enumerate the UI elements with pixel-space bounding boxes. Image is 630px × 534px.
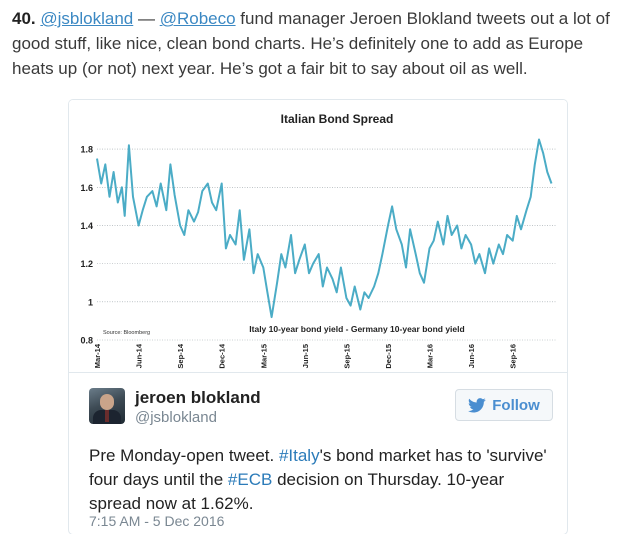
x-tick-label: Sep-15 (342, 344, 351, 369)
tweet-text-part: Pre Monday-open tweet. (89, 446, 279, 465)
chart-source: Source: Bloomberg (103, 330, 150, 336)
y-tick-label: 1 (88, 297, 93, 307)
intro-text: fund manager Jeroen Blokland tweets out … (12, 9, 610, 78)
x-tick-label: Dec-15 (384, 344, 393, 369)
divider (69, 372, 567, 373)
tweet-text-part: decision on Thursday. 10-year spread now… (89, 470, 505, 513)
bond-spread-chart: Italian Bond Spread 0.8 1 1.2 1.4 1.6 1.8 Mar-1… (80, 112, 557, 369)
x-tick-label: Mar-16 (426, 344, 435, 368)
author-name[interactable]: jeroen blokland (135, 388, 261, 407)
follow-button[interactable]: Follow (455, 389, 553, 421)
x-tick-label: Sep-14 (176, 343, 185, 368)
x-tick-label: Dec-14 (218, 343, 227, 368)
avatar[interactable] (89, 388, 125, 424)
x-tick-label: Sep-16 (509, 344, 518, 369)
y-tick-label: 1.4 (80, 221, 93, 231)
series-label: Italy 10-year bond yield - Germany 10-ye… (249, 324, 464, 334)
x-tick-label: Mar-15 (259, 344, 268, 368)
embedded-tweet: Italian Bond Spread 0.8 1 1.2 1.4 1.6 1.8 Mar-1… (68, 99, 568, 534)
y-tick-label: 1.6 (80, 183, 93, 193)
series-line (96, 138, 553, 319)
author-handle[interactable]: @jsblokland (135, 409, 217, 426)
x-tick-label: Jun-15 (301, 344, 310, 368)
y-tick-label: 0.8 (80, 336, 93, 346)
x-tick-label: Jun-16 (467, 344, 476, 368)
y-tick-label: 1.2 (80, 259, 93, 269)
y-tick-label: 1.8 (80, 145, 93, 155)
list-number: 40. (12, 9, 36, 28)
intro-dash: — (133, 9, 160, 28)
x-tick-label: Mar-14 (93, 343, 102, 368)
tweet-text: Pre Monday-open tweet. #Italy's bond mar… (89, 444, 551, 516)
hashtag-italy[interactable]: #Italy (278, 446, 320, 465)
hashtag-ecb[interactable]: #ECB (227, 470, 273, 489)
chart-image[interactable]: Italian Bond Spread 0.8 1 1.2 1.4 1.6 1.8 Mar-1… (69, 100, 567, 372)
twitter-bird-icon (468, 397, 486, 413)
tweet-timestamp[interactable]: 7:15 AM - 5 Dec 2016 (89, 513, 225, 529)
x-tick-label: Jun-14 (135, 343, 144, 368)
intro-paragraph: 40. @jsblokland — @Robeco fund manager J… (12, 6, 618, 81)
follow-label: Follow (492, 396, 540, 414)
tweet-text-part: 's bond market has to 'survive' four day… (89, 446, 547, 489)
tweet-author: jeroen blokland @jsblokland Follow (89, 388, 553, 428)
handle-link-jsblokland[interactable]: @jsblokland (40, 9, 134, 28)
handle-link-robeco[interactable]: @Robeco (159, 9, 236, 28)
chart-title: Italian Bond Spread (281, 112, 394, 126)
